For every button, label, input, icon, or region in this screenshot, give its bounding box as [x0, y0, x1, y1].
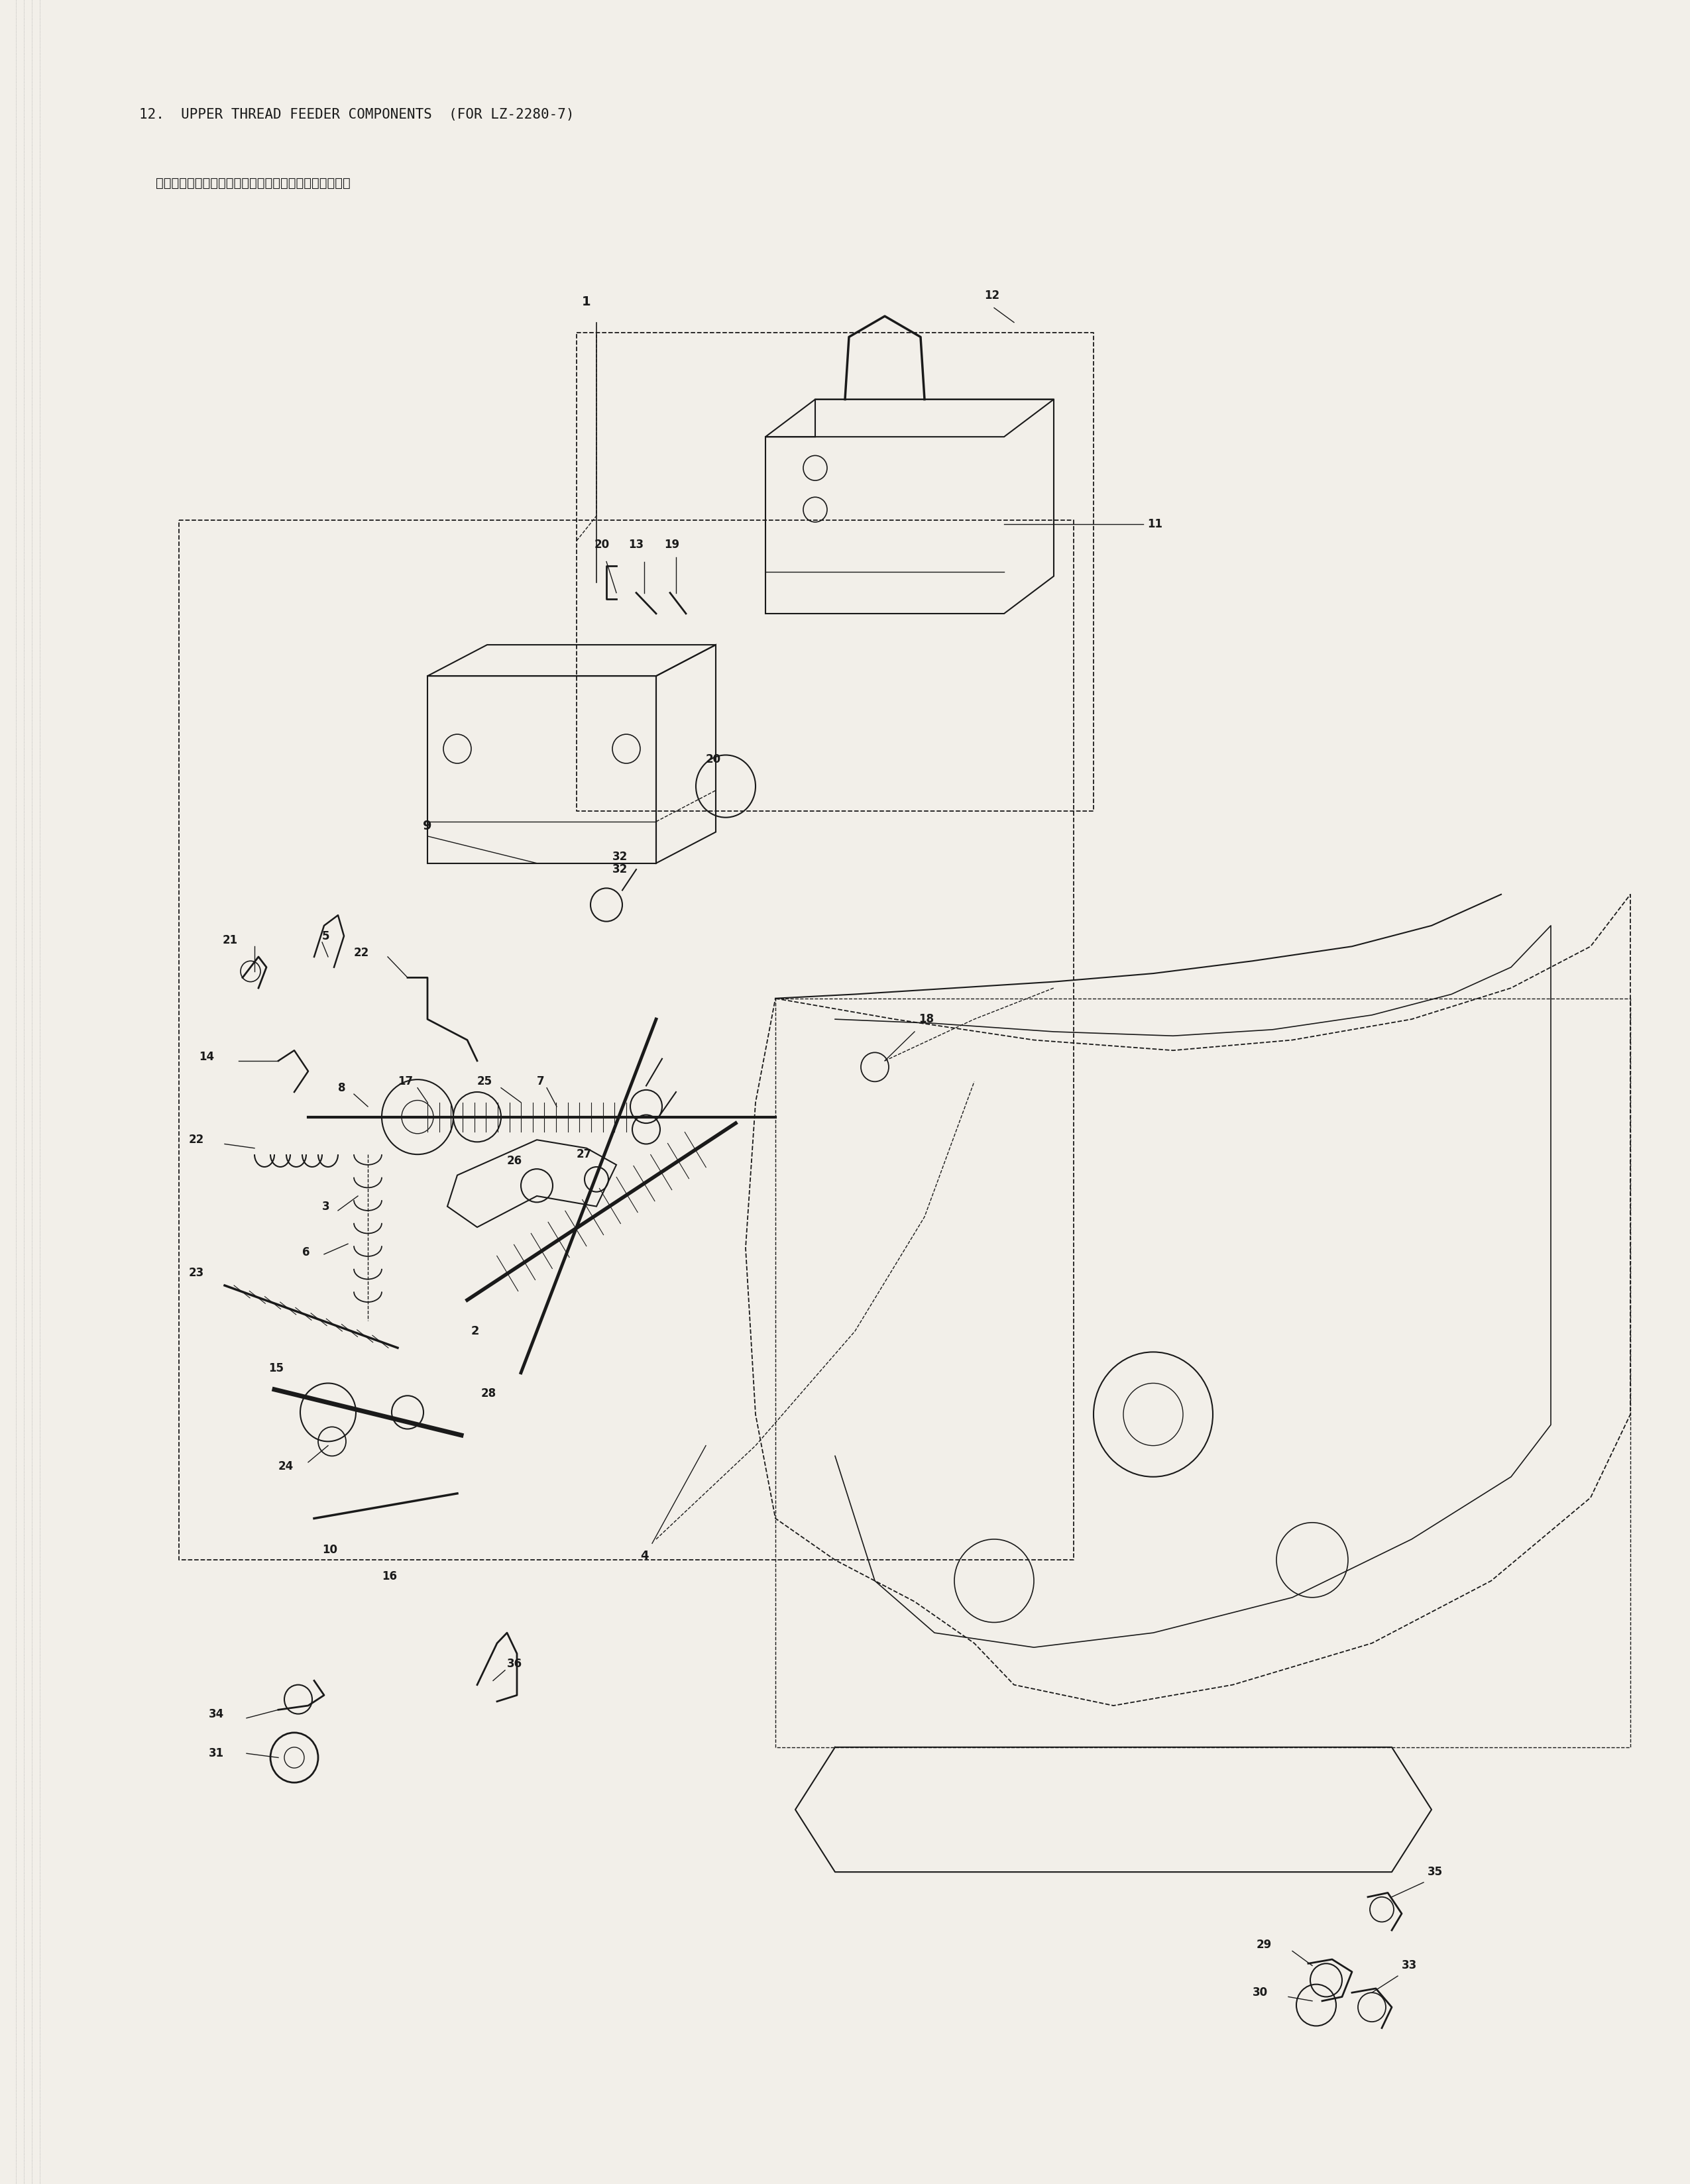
Text: 21: 21	[223, 935, 238, 946]
Text: 34: 34	[210, 1708, 225, 1719]
Text: 22: 22	[189, 1133, 204, 1147]
Text: 14: 14	[199, 1051, 215, 1064]
Text: 36: 36	[507, 1658, 522, 1671]
Text: 20: 20	[595, 539, 610, 550]
Text: 25: 25	[477, 1077, 492, 1088]
Text: 12: 12	[984, 290, 999, 301]
Text: 6: 6	[303, 1247, 309, 1258]
Text: 26: 26	[507, 1155, 522, 1166]
Text: 12.  UPPER THREAD FEEDER COMPONENTS  (FOR LZ-2280-7): 12. UPPER THREAD FEEDER COMPONENTS (FOR …	[139, 109, 575, 122]
Text: 35: 35	[1428, 1865, 1443, 1878]
Text: 5: 5	[323, 930, 330, 941]
Text: 19: 19	[664, 539, 679, 550]
Text: 29: 29	[1257, 1939, 1273, 1950]
Text: 16: 16	[382, 1570, 397, 1583]
Text: 18: 18	[919, 1013, 935, 1024]
Text: 28: 28	[482, 1387, 497, 1400]
Text: 9: 9	[422, 819, 433, 832]
Text: 3: 3	[323, 1201, 330, 1212]
Text: 31: 31	[210, 1747, 225, 1760]
Text: 上糸繰り出し装置関係（ＬＺ－２２８０－７専用部品）: 上糸繰り出し装置関係（ＬＺ－２２８０－７専用部品）	[139, 177, 350, 190]
Text: 23: 23	[189, 1267, 204, 1280]
Text: 2: 2	[472, 1326, 480, 1337]
Text: 15: 15	[269, 1363, 284, 1374]
Text: 32: 32	[612, 863, 627, 876]
Text: 27: 27	[576, 1149, 592, 1160]
Text: 11: 11	[1148, 518, 1163, 531]
Text: 30: 30	[1252, 1987, 1268, 1998]
Text: 13: 13	[629, 539, 644, 550]
Text: 10: 10	[323, 1544, 338, 1555]
Text: 20: 20	[706, 753, 722, 764]
Text: 17: 17	[397, 1077, 412, 1088]
Text: 1: 1	[581, 295, 592, 308]
Text: 4: 4	[641, 1551, 649, 1562]
Text: 33: 33	[1401, 1959, 1418, 1972]
Text: 32: 32	[612, 852, 627, 863]
Text: 7: 7	[537, 1077, 544, 1088]
Text: 24: 24	[279, 1461, 294, 1472]
Text: 8: 8	[338, 1081, 346, 1094]
Text: 22: 22	[353, 946, 370, 959]
